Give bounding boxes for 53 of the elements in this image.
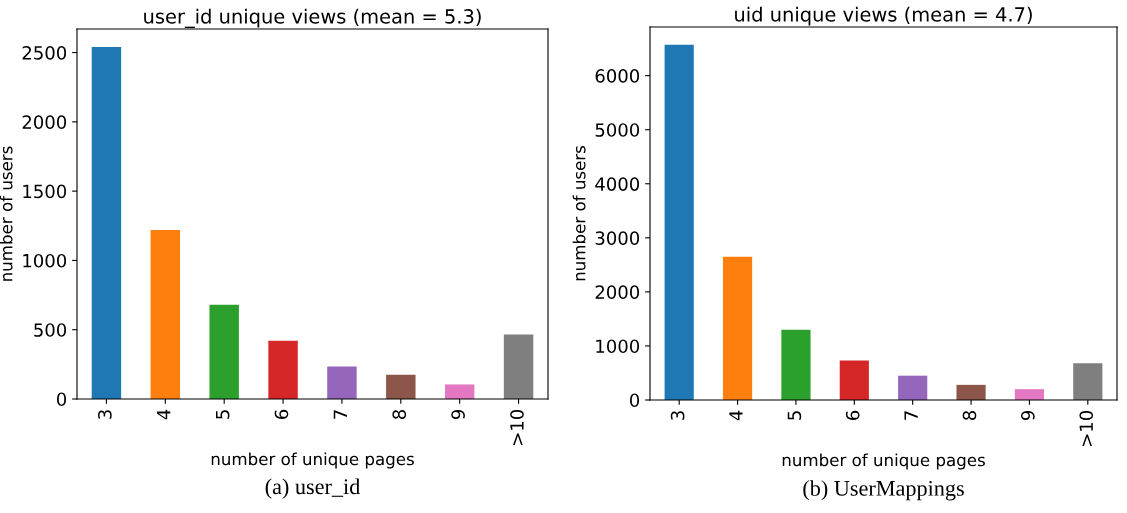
y-tick-label: 6000 <box>595 69 640 83</box>
y-tick-label: 1000 <box>23 253 67 268</box>
bar <box>91 47 122 399</box>
bar <box>268 340 298 399</box>
bar <box>664 44 694 400</box>
bar <box>898 375 928 400</box>
bar <box>1014 389 1045 400</box>
x-tick-label: 7 <box>333 410 347 419</box>
x-axis-title: number of unique pages <box>782 453 985 470</box>
x-tick-label: 4 <box>729 410 743 421</box>
x-tick-label: 4 <box>157 409 171 420</box>
x-tick-label: 3 <box>98 410 112 419</box>
bar <box>839 360 869 400</box>
y-tick-label: 2000 <box>22 115 67 129</box>
x-tick-label: 6 <box>274 409 289 419</box>
y-axis-title: number of users <box>572 145 586 281</box>
y-tick-label: 0 <box>629 393 640 408</box>
y-tick-label: 2500 <box>22 46 67 60</box>
x-tick-label: 9 <box>451 409 465 420</box>
text: (b) UserMappings <box>803 480 964 501</box>
x-tick-label: 8 <box>962 410 977 420</box>
bar <box>503 334 534 399</box>
bar <box>150 229 181 399</box>
x-tick-label: 3 <box>670 411 685 420</box>
x-tick-label: 7 <box>904 411 918 420</box>
y-tick-label: 4000 <box>595 177 640 191</box>
y-tick-label: 2000 <box>595 285 640 299</box>
y-axis-title: number of users <box>0 146 13 281</box>
y-tick-label: 5000 <box>595 123 640 137</box>
chart-title: uid unique views (mean = 4.7) <box>735 6 1032 26</box>
y-tick-label: 500 <box>34 323 67 337</box>
x-tick-label: 5 <box>787 411 802 420</box>
x-tick-label: 6 <box>845 410 860 420</box>
bar <box>386 374 416 399</box>
y-tick-label: 1500 <box>23 184 67 199</box>
x-tick-label: >10 <box>1079 410 1094 446</box>
bar <box>444 384 475 399</box>
chart-title: user_id unique views (mean = 5.3) <box>144 8 481 29</box>
bar <box>722 256 753 400</box>
y-tick-label: 0 <box>56 392 67 407</box>
y-tick-label: 1000 <box>596 339 640 354</box>
bar <box>1073 363 1103 400</box>
x-tick-label: 5 <box>216 410 230 419</box>
x-tick-label: 9 <box>1021 410 1035 421</box>
bar <box>327 366 357 399</box>
y-tick-label: 3000 <box>595 231 640 245</box>
x-tick-label: 8 <box>392 409 407 419</box>
text: (a) user_id <box>265 478 361 499</box>
x-tick-label: >10 <box>510 409 524 445</box>
bar <box>956 384 986 400</box>
bar <box>781 329 811 400</box>
bar <box>209 304 239 399</box>
x-axis-title: number of unique pages <box>211 452 414 469</box>
